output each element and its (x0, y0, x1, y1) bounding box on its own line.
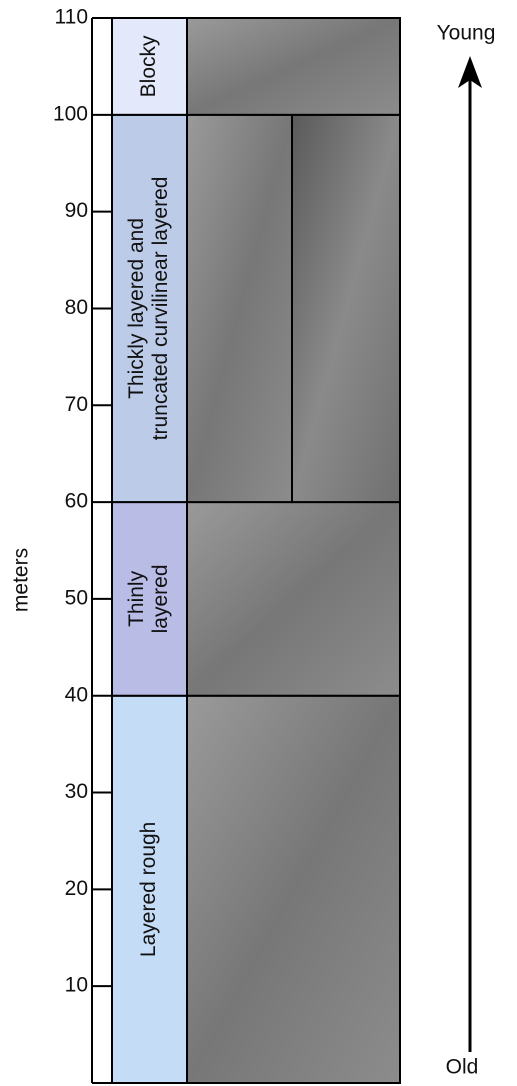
y-tick-label: 100 (53, 102, 88, 125)
unit-label: Layered rough (137, 822, 160, 957)
y-tick-label: 30 (65, 780, 88, 803)
y-tick-label: 50 (65, 586, 88, 609)
image-panel (187, 696, 400, 1083)
image-panel (187, 115, 292, 502)
image-panel (292, 115, 400, 502)
unit-label: Thickly layered and (125, 218, 148, 399)
y-axis-label: meters (10, 548, 33, 612)
unit-label: Blocky (137, 35, 160, 97)
unit-label: layered (149, 564, 172, 633)
image-panel (187, 502, 400, 696)
arrow-bottom-label: Old (446, 1056, 479, 1079)
unit-label: truncated curvilinear layered (149, 177, 172, 441)
y-tick-label: 60 (65, 490, 88, 513)
y-tick-label: 110 (55, 6, 88, 29)
y-tick-label: 90 (65, 199, 88, 222)
image-panel (187, 18, 400, 115)
chart: meters Young Old Layered rough Thinlylaye… (0, 0, 517, 1086)
y-tick-label: 80 (65, 296, 88, 319)
arrow-top-label: Young (437, 22, 496, 45)
y-tick-label: 70 (65, 393, 88, 416)
y-tick-label: 20 (65, 877, 88, 900)
unit-label: Thinly (125, 570, 148, 627)
y-tick-label: 10 (65, 974, 88, 997)
y-tick-label: 40 (65, 683, 88, 706)
